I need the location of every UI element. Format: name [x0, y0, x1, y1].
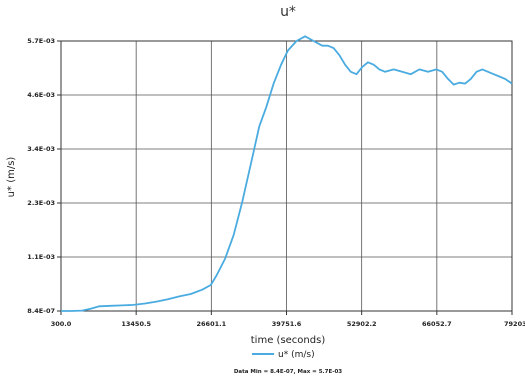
y-axis-ticks: 8.4E-07 1.1E-03 2.3E-03 3.4E-03 4.6E-03 5.7E-…	[27, 37, 61, 315]
x-tick-label: 300.0	[51, 320, 72, 328]
y-tick-label: 4.6E-03	[27, 91, 55, 99]
x-tick-label: 26601.1	[197, 320, 227, 328]
grid	[60, 40, 513, 312]
y-tick-label: 1.1E-03	[27, 253, 55, 261]
x-axis-ticks: 300.0 13450.5 26601.1 39751.6 52902.2 66052.7…	[51, 311, 525, 328]
data-min-max-footer: Data Min = 8.4E-07, Max = 5.7E-03	[234, 369, 342, 375]
y-tick-label: 5.7E-03	[27, 37, 55, 45]
x-tick-label: 66052.7	[422, 320, 452, 328]
series-line-u-star	[61, 35, 513, 312]
x-tick-label: 13450.5	[121, 320, 151, 328]
x-axis-label: time (seconds)	[251, 335, 326, 346]
y-tick-label: 8.4E-07	[27, 307, 55, 315]
series-group	[61, 35, 513, 312]
x-tick-label: 39751.6	[272, 320, 302, 328]
y-tick-label: 2.3E-03	[27, 199, 55, 207]
chart-title: u*	[280, 4, 296, 20]
x-tick-label: 79203.2	[504, 320, 525, 328]
legend-label-u-star: u* (m/s)	[278, 350, 315, 360]
y-axis-label: u* (m/s)	[6, 157, 17, 198]
y-tick-label: 3.4E-03	[27, 145, 55, 153]
x-tick-label: 52902.2	[347, 320, 377, 328]
plot-frame	[60, 40, 513, 312]
legend: u* (m/s)	[252, 350, 315, 360]
